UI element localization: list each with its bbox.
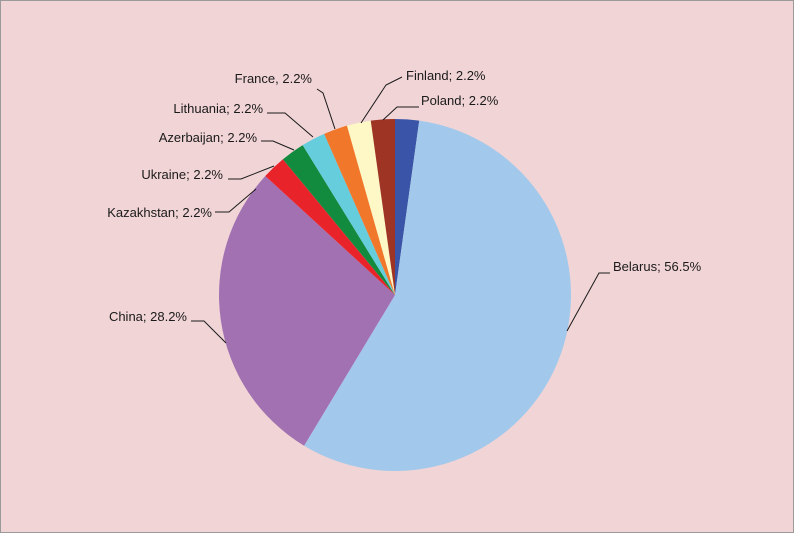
data-label-5: Azerbaijan; 2.2% (159, 130, 258, 145)
leader-line-8 (360, 76, 403, 124)
leader-line-7 (316, 88, 336, 130)
data-label-6: Lithuania; 2.2% (173, 101, 263, 116)
data-label-2: China; 28.2% (109, 309, 187, 324)
pie-slice-4 (282, 145, 395, 295)
pie-slice-8 (370, 119, 395, 295)
pie-slice-6 (324, 125, 395, 295)
pie-slice-1 (304, 120, 572, 472)
pie-slice-2 (219, 176, 395, 446)
leader-line-6 (267, 112, 314, 138)
leader-line-3 (215, 188, 257, 213)
data-label-8: Finland; 2.2% (406, 68, 486, 83)
leader-line-1 (566, 272, 610, 332)
pie-slice-3 (265, 159, 395, 295)
pie-slice-5 (302, 133, 395, 295)
data-label-4: Ukraine; 2.2% (141, 167, 223, 182)
data-label-1: Belarus; 56.5% (613, 259, 702, 274)
leader-line-4 (228, 165, 275, 180)
pie-slice-7 (347, 120, 395, 296)
leader-line-5 (261, 140, 295, 151)
leader-line-0 (382, 106, 419, 121)
leader-line-2 (191, 320, 227, 344)
data-label-3: Kazakhstan; 2.2% (107, 205, 212, 220)
data-label-0: Poland; 2.2% (421, 93, 499, 108)
pie-slice-0 (395, 119, 420, 295)
data-label-7: France, 2.2% (235, 71, 313, 86)
